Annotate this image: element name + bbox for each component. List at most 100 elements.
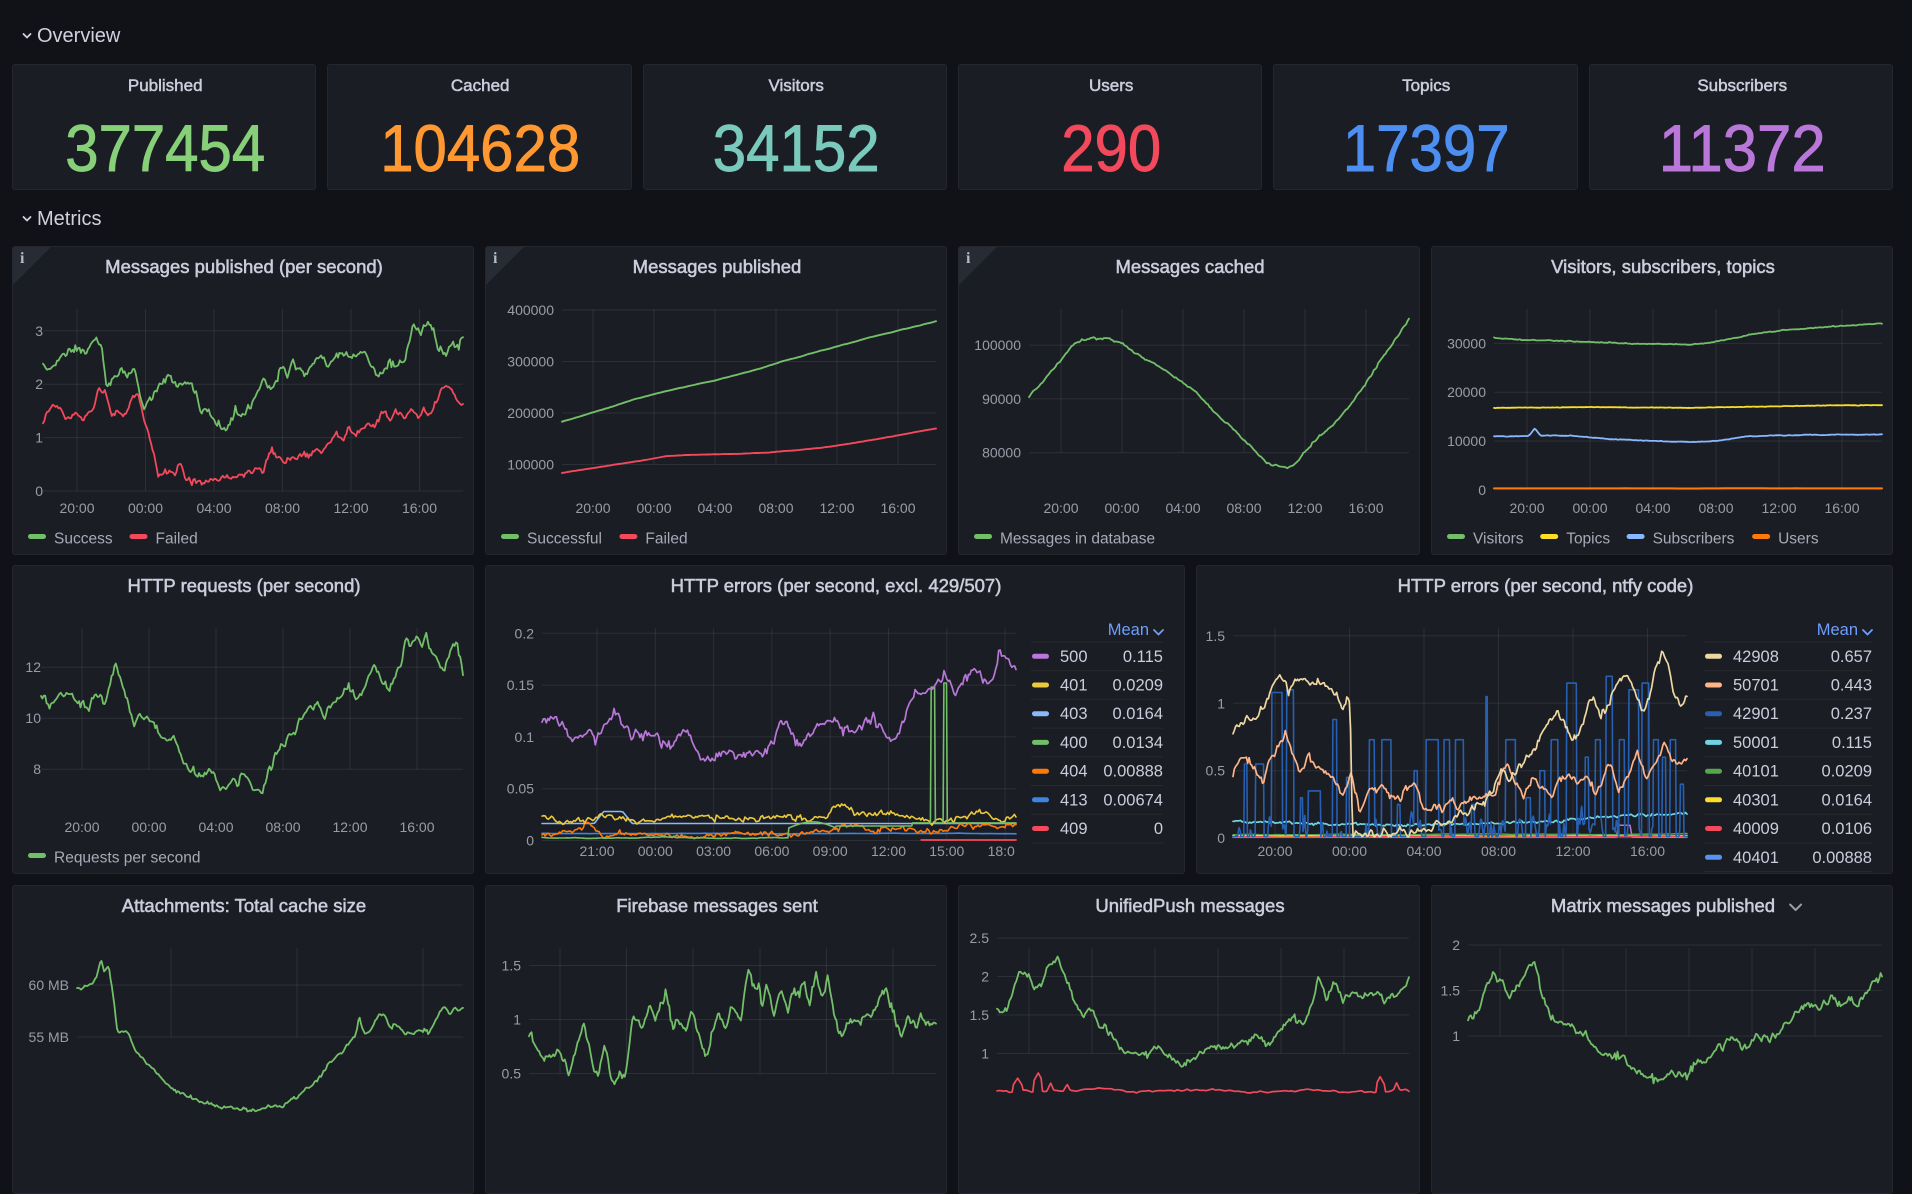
- svg-text:09:00: 09:00: [813, 843, 848, 859]
- svg-text:0.1: 0.1: [515, 729, 535, 745]
- svg-text:1.5: 1.5: [1206, 628, 1226, 644]
- svg-text:08:00: 08:00: [265, 500, 300, 516]
- svg-text:HTTP requests (per second): HTTP requests (per second): [127, 575, 360, 596]
- svg-text:HTTP errors (per second, excl.: HTTP errors (per second, excl. 429/507): [671, 575, 1002, 596]
- svg-text:0.5: 0.5: [502, 1066, 522, 1082]
- svg-text:0: 0: [35, 483, 43, 499]
- svg-text:401: 401: [1060, 677, 1088, 695]
- svg-text:60 MB: 60 MB: [29, 977, 69, 993]
- svg-text:04:00: 04:00: [697, 500, 732, 516]
- svg-text:Visitors: Visitors: [768, 76, 823, 95]
- svg-text:Failed: Failed: [645, 531, 687, 548]
- svg-text:0.00888: 0.00888: [1812, 849, 1872, 867]
- svg-text:04:00: 04:00: [1406, 843, 1441, 859]
- svg-text:40401: 40401: [1733, 849, 1779, 867]
- svg-text:12: 12: [25, 659, 41, 675]
- svg-text:55 MB: 55 MB: [29, 1029, 69, 1045]
- svg-text:100000: 100000: [507, 457, 554, 473]
- svg-text:1: 1: [981, 1046, 989, 1062]
- svg-text:08:00: 08:00: [1226, 500, 1261, 516]
- svg-text:50701: 50701: [1733, 677, 1779, 695]
- svg-text:16:00: 16:00: [1348, 500, 1383, 516]
- svg-text:40301: 40301: [1733, 791, 1779, 809]
- svg-text:21:00: 21:00: [579, 843, 614, 859]
- svg-text:0.5: 0.5: [1206, 763, 1226, 779]
- svg-text:20:00: 20:00: [64, 819, 99, 835]
- svg-text:2: 2: [1452, 937, 1460, 953]
- svg-text:1.5: 1.5: [502, 958, 522, 974]
- svg-text:00:00: 00:00: [1104, 500, 1139, 516]
- svg-text:Successful: Successful: [527, 531, 602, 548]
- svg-text:50001: 50001: [1733, 734, 1779, 752]
- svg-text:0.0209: 0.0209: [1113, 677, 1163, 695]
- svg-text:04:00: 04:00: [1635, 500, 1670, 516]
- svg-text:Subscribers: Subscribers: [1697, 76, 1787, 95]
- svg-text:500: 500: [1060, 648, 1088, 666]
- svg-text:377454: 377454: [65, 111, 265, 185]
- svg-text:0.00674: 0.00674: [1103, 791, 1163, 809]
- svg-text:16:00: 16:00: [880, 500, 915, 516]
- svg-text:30000: 30000: [1447, 335, 1486, 351]
- svg-text:1: 1: [35, 430, 43, 446]
- svg-text:16:00: 16:00: [399, 819, 434, 835]
- svg-text:0.115: 0.115: [1832, 734, 1872, 752]
- svg-text:03:00: 03:00: [696, 843, 731, 859]
- svg-text:0.15: 0.15: [507, 677, 534, 693]
- svg-text:0.237: 0.237: [1831, 705, 1872, 723]
- svg-text:Firebase messages sent: Firebase messages sent: [616, 895, 818, 916]
- svg-text:17397: 17397: [1343, 111, 1510, 185]
- svg-text:Messages in database: Messages in database: [1000, 531, 1155, 548]
- svg-text:08:00: 08:00: [1698, 500, 1733, 516]
- svg-text:0.0106: 0.0106: [1822, 820, 1872, 838]
- svg-text:Mean: Mean: [1108, 621, 1149, 639]
- svg-text:400000: 400000: [507, 302, 554, 318]
- svg-text:1: 1: [1217, 695, 1225, 711]
- svg-text:404: 404: [1060, 763, 1088, 781]
- svg-text:HTTP errors (per second, ntfy: HTTP errors (per second, ntfy code): [1398, 575, 1694, 596]
- svg-text:15:00: 15:00: [929, 843, 964, 859]
- svg-text:0.05: 0.05: [507, 781, 534, 797]
- svg-text:1: 1: [513, 1012, 521, 1028]
- svg-text:104628: 104628: [380, 111, 580, 185]
- svg-text:0.00888: 0.00888: [1103, 763, 1163, 781]
- svg-text:100000: 100000: [974, 337, 1021, 353]
- svg-text:16:00: 16:00: [1630, 843, 1665, 859]
- svg-text:Messages published (per second: Messages published (per second): [105, 256, 383, 277]
- svg-text:290: 290: [1061, 111, 1161, 185]
- svg-text:20:00: 20:00: [1509, 500, 1544, 516]
- svg-text:0.0134: 0.0134: [1113, 734, 1163, 752]
- svg-text:12:00: 12:00: [1761, 500, 1796, 516]
- svg-text:Users: Users: [1089, 76, 1133, 95]
- svg-text:Attachments: Total cache size: Attachments: Total cache size: [122, 895, 366, 916]
- svg-text:00:00: 00:00: [636, 500, 671, 516]
- svg-text:12:00: 12:00: [333, 500, 368, 516]
- svg-text:200000: 200000: [507, 405, 554, 421]
- svg-text:00:00: 00:00: [638, 843, 673, 859]
- svg-text:10: 10: [25, 710, 41, 726]
- svg-text:20000: 20000: [1447, 384, 1486, 400]
- svg-text:Topics: Topics: [1402, 76, 1450, 95]
- svg-text:80000: 80000: [982, 445, 1021, 461]
- svg-text:409: 409: [1060, 820, 1088, 838]
- svg-text:10000: 10000: [1447, 433, 1486, 449]
- svg-text:Failed: Failed: [156, 531, 198, 548]
- svg-text:0: 0: [1478, 482, 1486, 498]
- svg-text:00:00: 00:00: [1572, 500, 1607, 516]
- svg-text:04:00: 04:00: [196, 500, 231, 516]
- svg-text:16:00: 16:00: [402, 500, 437, 516]
- svg-text:Topics: Topics: [1566, 531, 1610, 548]
- svg-text:0.0164: 0.0164: [1822, 791, 1872, 809]
- svg-text:12:00: 12:00: [819, 500, 854, 516]
- svg-text:06:00: 06:00: [754, 843, 789, 859]
- svg-text:300000: 300000: [507, 354, 554, 370]
- svg-text:2: 2: [35, 376, 43, 392]
- svg-text:08:00: 08:00: [265, 819, 300, 835]
- svg-text:0.2: 0.2: [515, 625, 535, 641]
- svg-text:20:00: 20:00: [575, 500, 610, 516]
- svg-text:18:00: 18:00: [988, 843, 1023, 859]
- svg-text:Messages published: Messages published: [633, 256, 802, 277]
- svg-text:Visitors: Visitors: [1473, 531, 1524, 548]
- svg-text:0.115: 0.115: [1123, 648, 1163, 666]
- svg-text:Published: Published: [128, 76, 203, 95]
- svg-text:1.5: 1.5: [970, 1007, 990, 1023]
